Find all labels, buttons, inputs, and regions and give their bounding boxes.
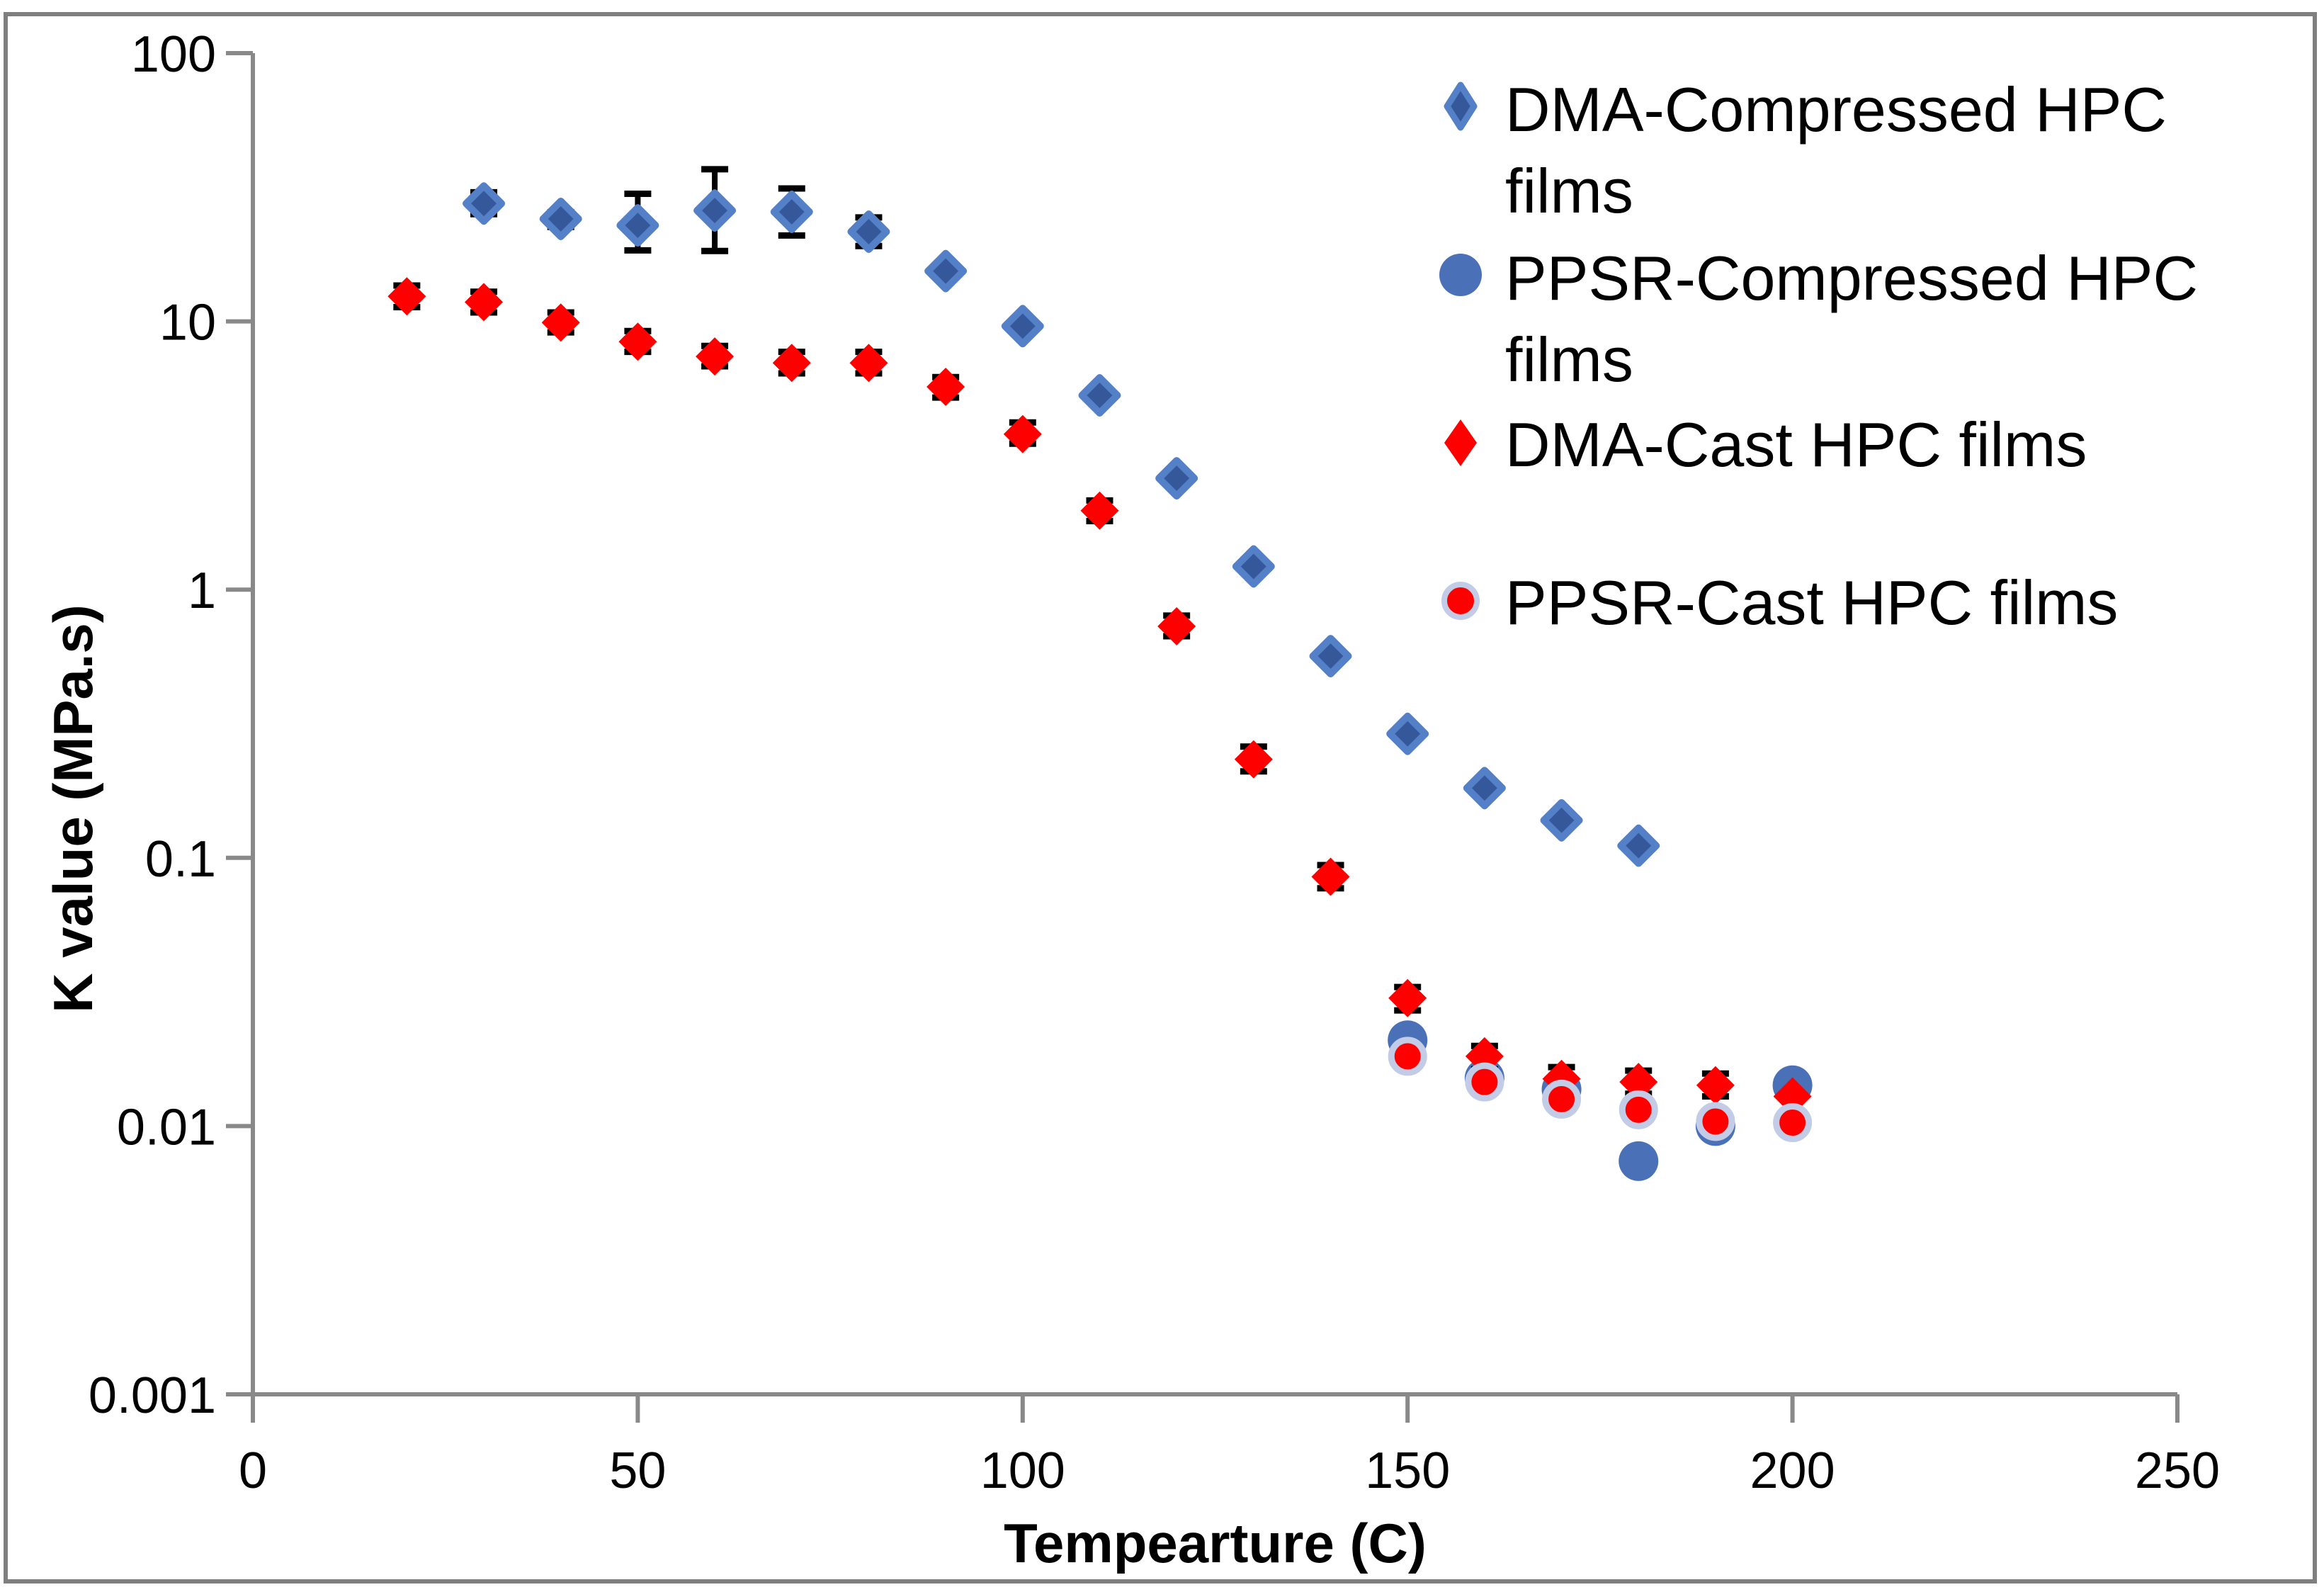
- x-tick-label: 0: [239, 1443, 267, 1499]
- legend-marker-2: [1444, 419, 1477, 466]
- data-point-0: [539, 197, 582, 240]
- data-point-0: [847, 210, 890, 253]
- data-point-2: [772, 344, 811, 383]
- y-tick-label: 0.1: [145, 831, 216, 888]
- x-tick-label: 250: [2135, 1443, 2220, 1499]
- y-tick-label: 0.01: [117, 1099, 216, 1156]
- legend-label: PPSR-Cast HPC films: [1505, 568, 2118, 638]
- legend-label: films: [1505, 156, 1633, 226]
- data-point-2: [465, 283, 504, 322]
- data-point-2: [1157, 606, 1196, 645]
- data-point-2: [618, 322, 657, 361]
- y-tick-label: 10: [159, 295, 216, 351]
- data-point-3: [1388, 1037, 1427, 1076]
- data-point-0: [1309, 635, 1352, 678]
- data-point-3: [1619, 1090, 1658, 1129]
- legend-label: PPSR-Compressed HPC: [1505, 243, 2198, 313]
- data-point-0: [1078, 373, 1121, 417]
- x-tick-label: 150: [1365, 1443, 1450, 1499]
- legend-label: films: [1505, 324, 1633, 395]
- data-point-0: [1155, 457, 1198, 500]
- data-point-2: [926, 368, 965, 407]
- x-tick-label: 200: [1750, 1443, 1835, 1499]
- legend-marker-0: [1444, 81, 1478, 131]
- data-point-2: [1619, 1063, 1658, 1102]
- data-point-2: [849, 344, 888, 383]
- data-point-2: [1311, 857, 1350, 896]
- data-point-0: [1232, 545, 1275, 588]
- figure-border: [4, 12, 2317, 1583]
- data-point-0: [924, 249, 968, 293]
- data-point-2: [696, 337, 735, 376]
- y-tick-label: 1: [188, 563, 216, 619]
- data-point-0: [616, 204, 659, 247]
- data-point-3: [1542, 1079, 1582, 1119]
- data-point-2: [1080, 491, 1119, 530]
- x-axis-title: Tempearture (C): [1004, 1512, 1427, 1574]
- data-point-0: [770, 191, 813, 234]
- legend-label: DMA-Compressed HPC: [1505, 74, 2167, 145]
- data-point-2: [1234, 740, 1273, 779]
- data-point-2: [387, 277, 426, 316]
- legend-marker-1: [1439, 254, 1482, 296]
- data-point-3: [1696, 1102, 1735, 1141]
- data-point-0: [1617, 824, 1660, 867]
- data-point-0: [1540, 798, 1583, 842]
- data-point-1: [1619, 1141, 1659, 1181]
- data-point-2: [1003, 414, 1042, 453]
- data-point-0: [463, 182, 506, 225]
- data-point-2: [541, 303, 580, 342]
- data-point-0: [693, 189, 737, 232]
- legend-marker-3: [1441, 582, 1480, 620]
- data-point-3: [1465, 1062, 1504, 1102]
- x-tick-label: 50: [609, 1443, 666, 1499]
- y-tick-label: 0.001: [89, 1367, 216, 1424]
- legend-label: DMA-Cast HPC films: [1505, 410, 2087, 480]
- data-point-2: [1388, 978, 1427, 1017]
- data-point-3: [1773, 1103, 1813, 1143]
- data-point-0: [1386, 712, 1429, 755]
- data-point-2: [1696, 1066, 1735, 1105]
- x-tick-label: 100: [980, 1443, 1065, 1499]
- y-axis-title: K value (MPa.s): [42, 604, 104, 1013]
- data-point-0: [1463, 767, 1506, 810]
- y-tick-label: 100: [131, 26, 216, 83]
- data-point-0: [1001, 305, 1044, 348]
